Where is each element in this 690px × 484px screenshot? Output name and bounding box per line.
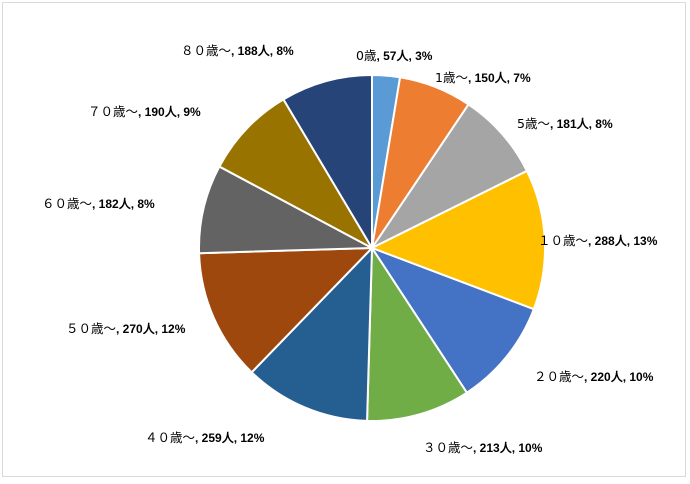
pie-slice xyxy=(369,245,536,395)
pie-slice xyxy=(198,165,376,255)
chart-area: 0歳, 57人, 3% 1歳～, 150人, 7% 5歳～, 181人, 8% １０歳… xyxy=(2,2,686,477)
data-label: ４０歳～, 259人, 12% xyxy=(145,430,265,445)
data-label: ７０歳～, 190人, 9% xyxy=(88,104,201,119)
data-label: ２０歳～, 220人, 10% xyxy=(534,369,654,384)
pie-slice xyxy=(250,245,374,422)
pie-slice xyxy=(218,98,375,251)
pie-slice xyxy=(282,73,373,252)
data-label: １０歳～, 288人, 13% xyxy=(538,233,658,248)
pie-slice xyxy=(198,246,375,374)
pie-slice xyxy=(369,103,529,251)
data-label: ３０歳～, 213人, 10% xyxy=(423,440,543,455)
data-label: ８０歳～, 188人, 8% xyxy=(181,43,294,58)
data-label: 0歳, 57人, 3% xyxy=(356,48,433,63)
data-label: 1歳～, 150人, 7% xyxy=(435,70,531,85)
pie-chart: 0歳, 57人, 3%1歳～, 150人, 7% 5歳～, 181人, 8% １０歳… xyxy=(42,43,658,455)
pie-slice xyxy=(366,244,469,422)
pie-slice xyxy=(369,169,546,311)
data-label: ５０歳～, 270人, 12% xyxy=(66,321,186,336)
data-label: 5歳～, 181人, 8% xyxy=(517,116,613,131)
data-label: ６０歳～, 182人, 8% xyxy=(42,196,155,211)
